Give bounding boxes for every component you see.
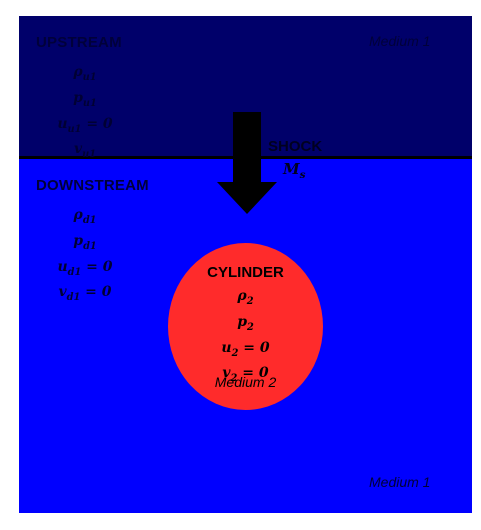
- downstream-title: DOWNSTREAM: [36, 177, 149, 194]
- upstream-variables: ρu1 pu1 uu1 = 0 vu1: [50, 62, 120, 165]
- upstream-medium-label: Medium 1: [369, 33, 431, 49]
- cylinder-variables: ρ2 p2 u2 = 0 v2 = 0: [168, 286, 323, 389]
- downstream-var-p: pd1: [73, 232, 97, 252]
- downstream-var-v: vd1 = 0: [58, 284, 112, 304]
- down-arrow-icon: [217, 112, 277, 214]
- downstream-var-u: ud1 = 0: [57, 258, 113, 278]
- cylinder-title: CYLINDER: [207, 264, 284, 281]
- cylinder-var-v: v2 = 0: [222, 365, 269, 385]
- shock-mach-label: Ms: [283, 160, 306, 181]
- cylinder-var-rho: ρ2: [237, 288, 254, 307]
- downstream-variables: ρd1 pd1 ud1 = 0 vd1 = 0: [50, 205, 120, 308]
- shock-label: SHOCK: [268, 138, 323, 155]
- cylinder-var-p: p2: [237, 313, 254, 333]
- upstream-var-p: pu1: [73, 89, 97, 109]
- upstream-var-u: uu1 = 0: [57, 115, 113, 135]
- upstream-title: UPSTREAM: [36, 34, 122, 51]
- downstream-medium-label: Medium 1: [369, 474, 431, 490]
- downstream-var-rho: ρd1: [73, 207, 97, 226]
- upstream-var-rho: ρu1: [73, 64, 97, 83]
- upstream-var-v: vu1: [73, 141, 97, 161]
- cylinder: [168, 243, 323, 410]
- cylinder-medium-label: Medium 2: [214, 374, 277, 390]
- cylinder-var-u: u2 = 0: [221, 339, 270, 359]
